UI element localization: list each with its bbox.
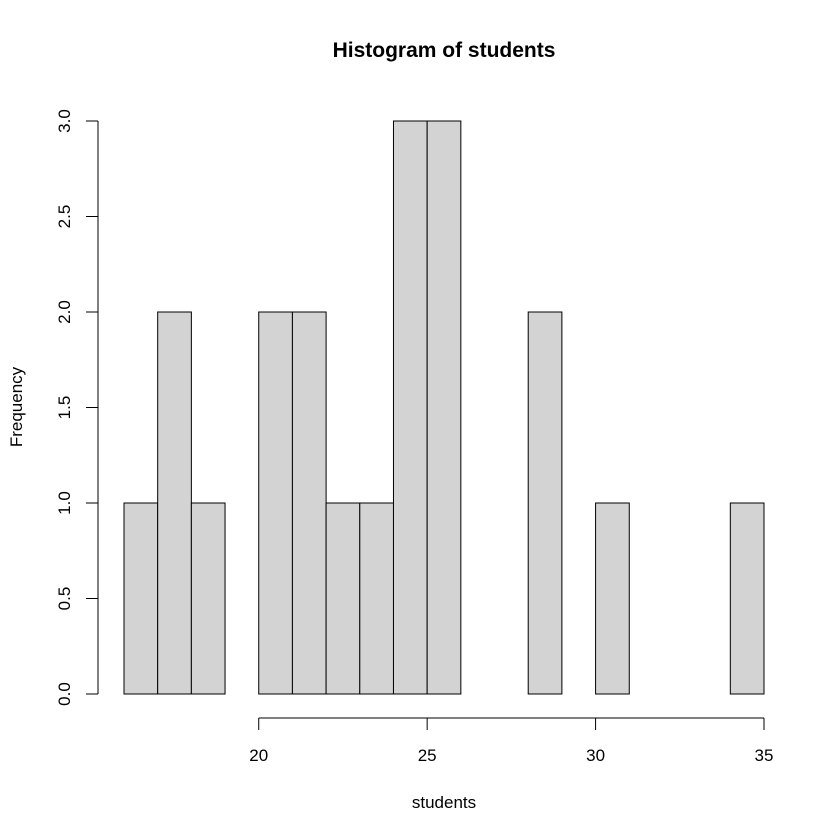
y-tick-label: 2.0 [55, 300, 74, 324]
histogram-bar-17-18 [157, 311, 192, 695]
histogram-bar-16-17 [123, 502, 159, 695]
histogram-bar-22-23 [325, 502, 361, 695]
y-tick-label: 0.0 [55, 682, 74, 706]
histogram-bar-24-25 [392, 120, 428, 695]
x-tick-label: 20 [249, 746, 268, 765]
histogram-bar-20-21 [258, 311, 293, 695]
histogram-bar-34-35 [729, 502, 765, 695]
x-axis: 20 25 30 35 [249, 717, 774, 765]
y-axis-label: Frequency [7, 366, 26, 447]
y-tick-label: 2.5 [55, 205, 74, 229]
y-axis: 0.0 0.5 1.0 1.5 2.0 2.5 3.0 [55, 109, 99, 706]
y-tick-label: 3.0 [55, 109, 74, 133]
histogram-bar-30-31 [595, 502, 630, 695]
x-tick-label: 25 [418, 746, 437, 765]
y-tick-label: 1.5 [55, 396, 74, 420]
y-tick-label: 0.5 [55, 587, 74, 611]
x-tick-label: 30 [586, 746, 605, 765]
histogram-bar-21-22 [291, 311, 327, 695]
y-tick-label: 1.0 [55, 491, 74, 515]
histogram-bar-25-26 [426, 120, 462, 695]
chart-title: Histogram of students [333, 39, 556, 62]
histogram-bar-23-24 [359, 502, 394, 695]
bars-group [123, 120, 765, 695]
x-axis-label: students [412, 793, 476, 812]
histogram-bar-18-19 [190, 502, 226, 695]
histogram-bar-28-29 [527, 311, 563, 695]
x-tick-label: 35 [755, 746, 774, 765]
